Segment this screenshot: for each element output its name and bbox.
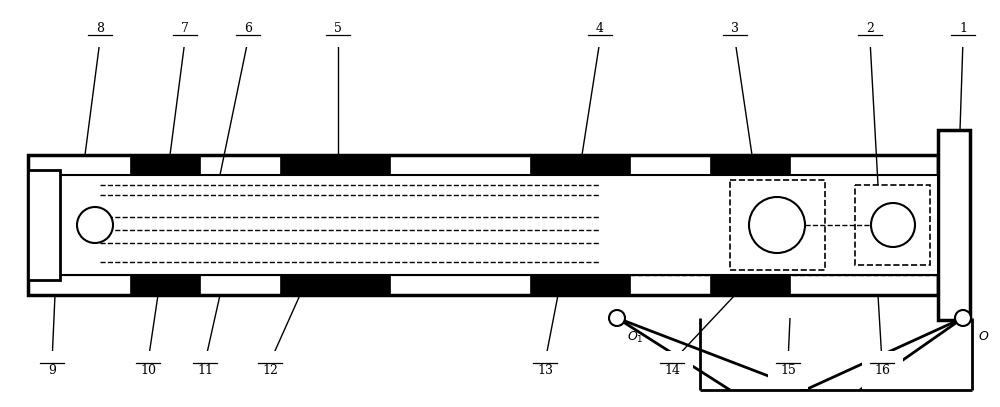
Circle shape <box>955 310 971 326</box>
Bar <box>855 185 930 265</box>
Text: 2: 2 <box>866 22 874 35</box>
Text: 7: 7 <box>181 22 189 35</box>
Bar <box>130 275 200 295</box>
Bar <box>28 155 938 295</box>
Bar <box>60 175 938 275</box>
Circle shape <box>609 310 625 326</box>
Text: 8: 8 <box>96 22 104 35</box>
Text: $O_1$: $O_1$ <box>627 329 644 345</box>
Text: 1: 1 <box>959 22 967 35</box>
Bar <box>130 155 200 175</box>
Text: 9: 9 <box>48 363 56 376</box>
Bar <box>280 155 390 175</box>
Text: 12: 12 <box>262 363 278 376</box>
Text: $O$: $O$ <box>978 330 989 344</box>
Bar <box>530 155 630 175</box>
Text: 4: 4 <box>596 22 604 35</box>
Circle shape <box>871 203 915 247</box>
Bar <box>730 180 825 270</box>
Bar <box>280 275 390 295</box>
Bar <box>28 170 60 280</box>
Text: 11: 11 <box>197 363 213 376</box>
Bar <box>710 275 790 295</box>
Text: 16: 16 <box>874 363 890 376</box>
Text: 3: 3 <box>731 22 739 35</box>
Text: 10: 10 <box>140 363 156 376</box>
Text: 13: 13 <box>537 363 553 376</box>
Text: 14: 14 <box>664 363 680 376</box>
Bar <box>938 130 970 320</box>
Circle shape <box>77 207 113 243</box>
Bar <box>530 275 630 295</box>
Text: 5: 5 <box>334 22 342 35</box>
Bar <box>710 155 790 175</box>
Circle shape <box>749 197 805 253</box>
Text: 6: 6 <box>244 22 252 35</box>
Text: 15: 15 <box>780 363 796 376</box>
